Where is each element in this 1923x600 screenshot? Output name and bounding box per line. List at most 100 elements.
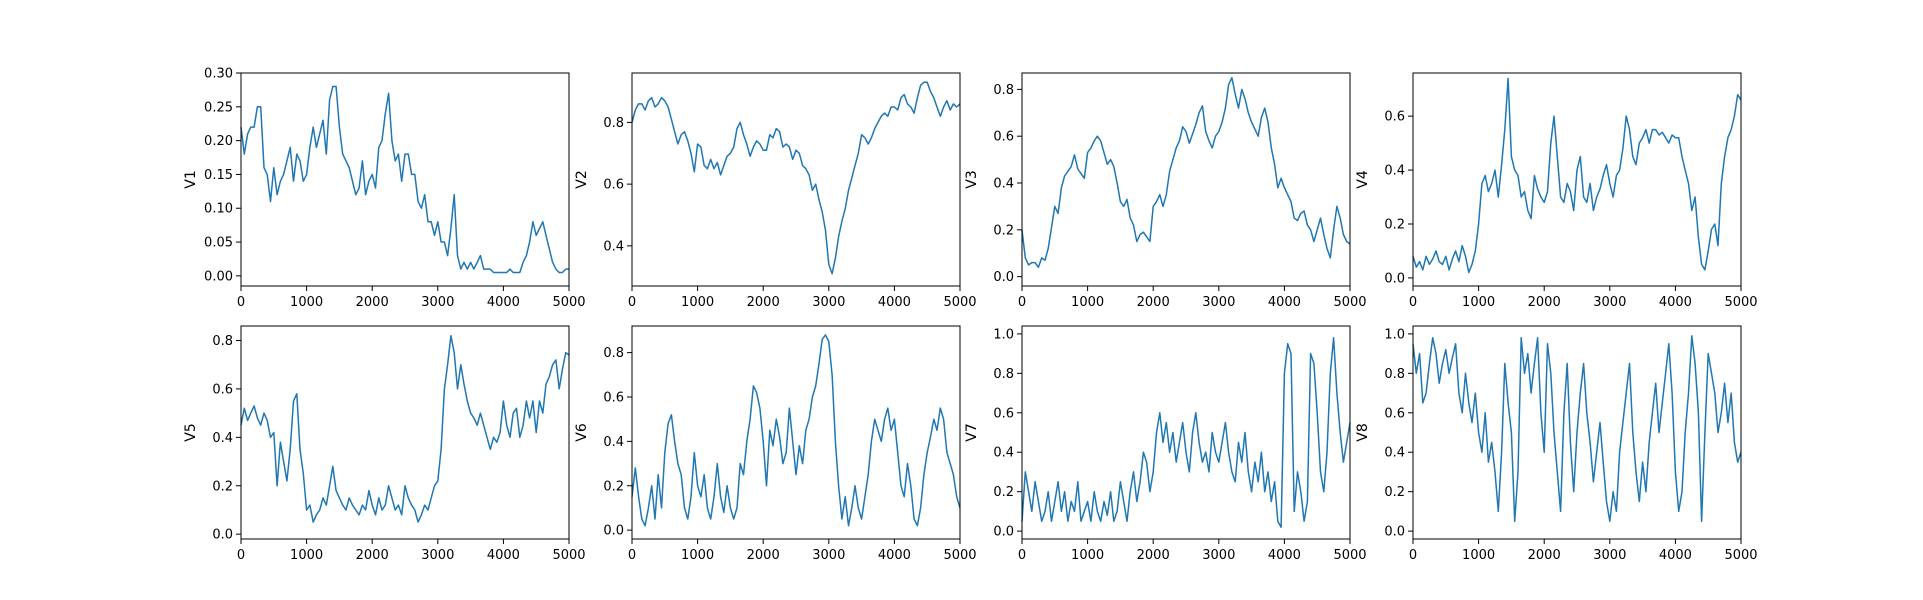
subplot-5: 0 1000 2000 3000 4000 5000 0.0 0.2 0.4 0.6 0.8 V5 [183, 325, 586, 563]
x-tick-label: 1000 [1462, 295, 1495, 310]
x-tick-label: 2000 [1137, 295, 1170, 310]
y-axis-label: V6 [574, 423, 590, 442]
axes-frame [631, 325, 961, 540]
x-tick-label: 5000 [943, 295, 976, 310]
y-tick-label: 0.6 [1384, 110, 1405, 125]
x-tick-label: 2000 [356, 295, 389, 310]
y-tick-label: 0.10 [204, 202, 233, 217]
x-tick-label: 2000 [747, 295, 780, 310]
y-tick-label: 0.6 [603, 391, 624, 406]
x-tick-label: 5000 [1333, 295, 1366, 310]
series-line [240, 85, 569, 274]
y-tick-label: 1.0 [1384, 327, 1405, 342]
x-tick-label: 5000 [943, 548, 976, 563]
y-tick-label: 0.15 [204, 168, 233, 183]
x-tick-label: 5000 [1724, 295, 1757, 310]
series-line [240, 334, 570, 523]
x-tick-label: 3000 [421, 548, 454, 563]
x-tick-label: 3000 [812, 548, 845, 563]
x-tick-label: 3000 [1202, 295, 1235, 310]
y-tick-label: 0.6 [603, 178, 624, 193]
x-tick-label: 1000 [1071, 548, 1104, 563]
x-tick-label: 1000 [681, 548, 714, 563]
y-tick-label: 0.2 [1384, 485, 1405, 500]
y-tick-label: 0.4 [1384, 164, 1405, 179]
y-tick-label: 0.8 [993, 83, 1014, 98]
axes-frame [631, 72, 961, 287]
axes-frame [1412, 72, 1742, 287]
axes-frame [240, 325, 570, 540]
x-tick-label: 2000 [747, 548, 780, 563]
x-tick-label: 1000 [290, 295, 323, 310]
x-tick-label: 4000 [1659, 295, 1692, 310]
subplot-2: 0 1000 2000 3000 4000 5000 0.4 0.6 0.8 V2 [574, 72, 977, 310]
x-tick-label: 4000 [487, 548, 520, 563]
x-tick-label: 0 [628, 548, 636, 563]
y-tick-label: 0.4 [603, 239, 624, 254]
x-tick-label: 1000 [681, 295, 714, 310]
y-tick-label: 0.30 [204, 67, 233, 82]
x-tick-label: 0 [1409, 548, 1417, 563]
subplot-6: 0 1000 2000 3000 4000 5000 0.0 0.2 0.4 0.6 0.8 V6 [574, 325, 977, 563]
x-tick-label: 0 [237, 295, 245, 310]
y-axis-label: V3 [964, 170, 980, 188]
y-tick-label: 0.0 [212, 528, 233, 543]
y-axis-label: V1 [183, 170, 199, 188]
x-tick-label: 3000 [1593, 548, 1626, 563]
x-tick-label: 5000 [1724, 548, 1757, 563]
x-tick-label: 1000 [1071, 295, 1104, 310]
y-tick-label: 0.2 [212, 479, 233, 494]
subplot-1: 0 1000 2000 3000 4000 5000 0.00 0.05 0.10 0.15 0.2… [183, 67, 586, 311]
y-tick-label: 0.2 [603, 479, 624, 494]
y-axis-label: V2 [574, 170, 590, 188]
y-tick-label: 0.4 [603, 435, 624, 450]
x-tick-label: 3000 [812, 295, 845, 310]
y-tick-label: 0.2 [993, 223, 1014, 238]
y-tick-label: 0.6 [993, 406, 1014, 421]
y-tick-label: 0.0 [1384, 525, 1405, 540]
y-tick-label: 0.25 [204, 100, 233, 115]
x-tick-label: 3000 [1202, 548, 1235, 563]
x-tick-label: 0 [237, 548, 245, 563]
y-tick-label: 0.4 [1384, 446, 1405, 461]
series-line [1021, 337, 1351, 528]
y-tick-label: 0.8 [603, 346, 624, 361]
x-tick-label: 5000 [1333, 548, 1366, 563]
x-tick-label: 2000 [1137, 548, 1170, 563]
x-tick-label: 4000 [878, 548, 911, 563]
y-tick-label: 0.0 [993, 270, 1014, 285]
y-tick-label: 0.6 [993, 130, 1014, 145]
y-tick-label: 0.0 [993, 525, 1014, 540]
series-line [631, 334, 961, 527]
y-tick-label: 1.0 [993, 327, 1014, 342]
subplot-7: 0 1000 2000 3000 4000 5000 0.0 0.2 0.4 0.6 0.8 1.0 V… [964, 325, 1367, 563]
subplot-4: 0 1000 2000 3000 4000 5000 0.0 0.2 0.4 0.6 V4 [1355, 72, 1758, 310]
x-tick-label: 0 [1018, 548, 1026, 563]
y-tick-label: 0.05 [204, 236, 233, 251]
series-line [631, 81, 961, 275]
y-axis-label: V8 [1355, 423, 1371, 441]
y-tick-label: 0.8 [603, 116, 624, 131]
series-line [1412, 77, 1742, 274]
x-tick-label: 3000 [1593, 295, 1626, 310]
y-axis-label: V7 [964, 423, 980, 441]
y-tick-label: 0.4 [212, 431, 233, 446]
x-tick-label: 2000 [1528, 295, 1561, 310]
axes-frame [1412, 325, 1742, 540]
axes-frame [240, 72, 570, 287]
x-tick-label: 4000 [1268, 295, 1301, 310]
x-tick-label: 5000 [552, 548, 585, 563]
y-tick-label: 0.0 [603, 524, 624, 539]
y-tick-label: 0.4 [993, 177, 1014, 192]
y-axis-label: V5 [183, 423, 199, 441]
y-tick-label: 0.2 [1384, 217, 1405, 232]
x-tick-label: 3000 [421, 295, 454, 310]
y-tick-label: 0.20 [204, 134, 233, 149]
subplot-8: 0 1000 2000 3000 4000 5000 0.0 0.2 0.4 0.6 0.8 1.0 V… [1355, 325, 1758, 563]
x-tick-label: 4000 [1659, 548, 1692, 563]
series-line [1412, 335, 1742, 523]
x-tick-label: 4000 [487, 295, 520, 310]
y-tick-label: 0.8 [993, 367, 1014, 382]
y-tick-label: 0.6 [212, 382, 233, 397]
